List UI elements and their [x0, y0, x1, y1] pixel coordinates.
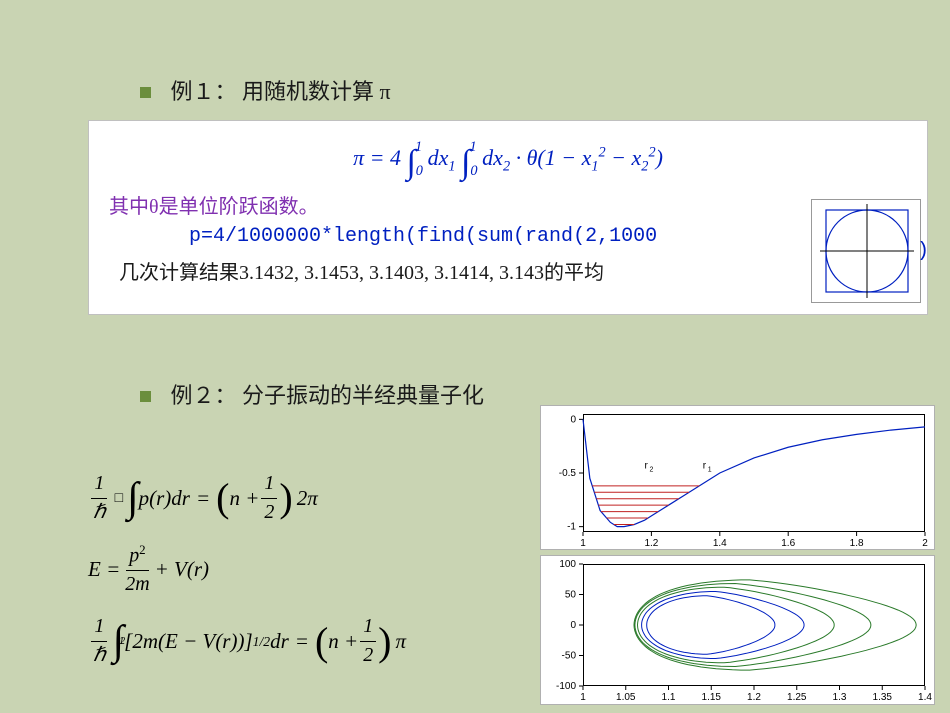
pi-integral-formula: π = 4 ∫01 dx1 ∫01 dx2 · θ(1 − x12 − x22) — [109, 139, 907, 182]
heading-2-text: 例２： 分子振动的半经典量子化 — [171, 383, 485, 408]
svg-text:1.4: 1.4 — [918, 692, 932, 703]
equations-block: 1ℏ □ ∫ p(r)dr = ( n + 12 ) 2π E = p22m +… — [88, 470, 508, 684]
svg-text:-50: -50 — [562, 651, 577, 662]
svg-text:0: 0 — [570, 414, 576, 425]
svg-text:1.05: 1.05 — [616, 692, 636, 703]
svg-text:r: r — [645, 461, 649, 472]
svg-text:0: 0 — [570, 620, 576, 631]
svg-text:-100: -100 — [556, 681, 576, 692]
svg-text:1: 1 — [580, 692, 586, 703]
code-tail: ) — [917, 240, 929, 263]
equation-2: E = p22m + V(r) — [88, 541, 508, 599]
svg-text:50: 50 — [565, 590, 577, 601]
svg-text:1.3: 1.3 — [833, 692, 847, 703]
svg-text:-0.5: -0.5 — [559, 468, 577, 479]
svg-text:r: r — [703, 461, 707, 472]
svg-text:1.6: 1.6 — [781, 538, 795, 549]
heading-1-text: 例１： 用随机数计算 π — [171, 79, 391, 104]
chart-potential-well: 11.21.41.61.82-1-0.50r1r2 — [540, 405, 935, 550]
svg-text:1.2: 1.2 — [747, 692, 761, 703]
equation-3: 1ℏ ∫21 [2m(E − V(r))]1/2 dr = ( n + 12 )… — [88, 613, 508, 670]
svg-text:1.15: 1.15 — [702, 692, 722, 703]
chart-phase-contours: 1 1.05 1.1 1.15 1.2 1.25 1.3 1.35 1.4 -100 -50 0 50 1… — [540, 555, 935, 705]
svg-text:1: 1 — [708, 467, 712, 474]
svg-text:100: 100 — [559, 559, 576, 570]
svg-text:2: 2 — [922, 538, 928, 549]
results-line: 几次计算结果3.1432, 3.1453, 3.1403, 3.1414, 3.… — [119, 256, 907, 285]
svg-text:1.4: 1.4 — [713, 538, 727, 549]
unit-circle-diagram — [811, 199, 921, 303]
theta-note: 其中θ是单位阶跃函数。 — [109, 190, 907, 219]
chart1-svg: 11.21.41.61.82-1-0.50r1r2 — [541, 406, 936, 551]
matlab-code: p=4/1000000*length(find(sum(rand(2,1000 — [189, 225, 907, 248]
bullet-icon — [140, 391, 151, 402]
example-2-heading: 例２： 分子振动的半经典量子化 — [140, 378, 484, 410]
svg-text:1.1: 1.1 — [662, 692, 676, 703]
svg-text:-1: -1 — [567, 522, 576, 533]
bullet-icon — [140, 87, 151, 98]
equation-1: 1ℏ □ ∫ p(r)dr = ( n + 12 ) 2π — [88, 470, 508, 527]
chart2-svg: 1 1.05 1.1 1.15 1.2 1.25 1.3 1.35 1.4 -100 -50 0 50 1… — [541, 556, 936, 706]
svg-text:1.2: 1.2 — [644, 538, 658, 549]
example-1-heading: 例１： 用随机数计算 π — [140, 74, 391, 106]
svg-text:1: 1 — [580, 538, 586, 549]
formula-box: π = 4 ∫01 dx1 ∫01 dx2 · θ(1 − x12 − x22)… — [88, 120, 928, 315]
svg-text:1.35: 1.35 — [873, 692, 893, 703]
circle-square-svg — [812, 200, 922, 304]
svg-text:2: 2 — [650, 467, 654, 474]
svg-text:1.8: 1.8 — [850, 538, 864, 549]
svg-text:1.25: 1.25 — [787, 692, 807, 703]
